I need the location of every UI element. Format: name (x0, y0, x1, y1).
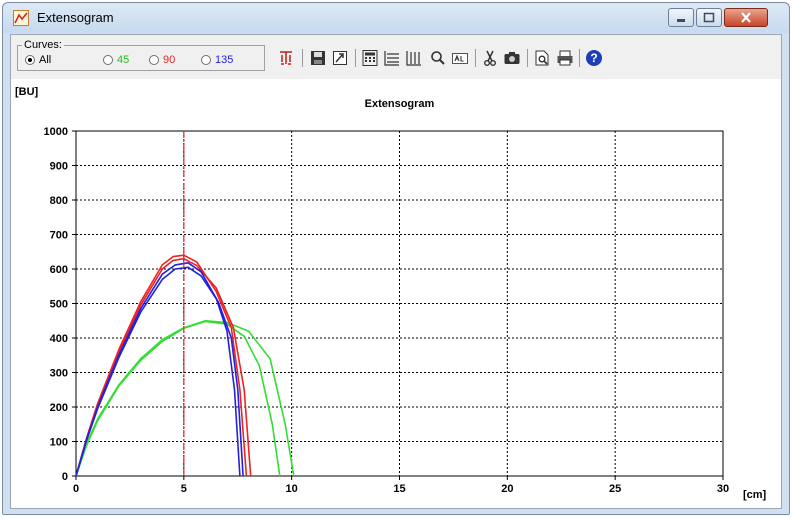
camera-button[interactable] (503, 49, 521, 67)
radio-90[interactable]: 90 (149, 54, 175, 66)
camera-icon (504, 52, 520, 64)
toolbar-separator (355, 49, 356, 67)
svg-text:?: ? (590, 51, 597, 65)
y-axis-label: [BU] (15, 86, 39, 98)
y-tick-label: 400 (50, 333, 68, 345)
help-icon: ? (586, 50, 602, 66)
radio-all-label: All (39, 54, 52, 66)
y-tick-label: 800 (50, 195, 68, 207)
radio-135-label: 135 (215, 54, 234, 66)
close-button[interactable] (724, 8, 768, 27)
filter-icon (280, 51, 292, 65)
zoom-icon (431, 51, 445, 65)
radio-90-indicator (149, 55, 159, 65)
x-tick-label: 15 (393, 483, 405, 495)
y-tick-label: 100 (50, 437, 68, 449)
curves-group-label: Curves: (22, 39, 64, 51)
y-tick-label: 300 (50, 368, 68, 380)
chart-canvas: 0 5 10 15 20 25 300100200300400500600700800900… (15, 86, 767, 501)
export-icon (333, 51, 347, 65)
calculator-icon (362, 50, 378, 66)
maximize-icon (703, 12, 715, 23)
y-tick-label: 0 (62, 471, 68, 483)
curve-90 (75, 254, 248, 477)
print-icon (557, 50, 573, 66)
toolbar-separator (579, 49, 580, 67)
toolbar-separator (302, 49, 303, 67)
x-tick-label: 25 (609, 483, 621, 495)
x-tick-label: 30 (717, 483, 729, 495)
y-tick-label: 900 (50, 161, 68, 173)
y-tick-label: 200 (50, 402, 68, 414)
help-button[interactable]: ? (585, 49, 603, 67)
print-button[interactable] (556, 49, 574, 67)
minimize-button[interactable] (668, 8, 694, 27)
radio-45-label: 45 (117, 54, 130, 66)
close-icon (741, 12, 751, 23)
horizontal-grid-button[interactable] (383, 49, 401, 67)
x-tick-label: 0 (73, 483, 79, 495)
vertical-grid-button[interactable] (405, 49, 423, 67)
y-tick-label: 500 (50, 299, 68, 311)
zoom-button[interactable] (429, 49, 447, 67)
radio-135-indicator (201, 55, 211, 65)
maximize-button[interactable] (696, 8, 722, 27)
toolbar: Curves: All 45 90 135 (11, 35, 781, 79)
radio-45-indicator (103, 55, 113, 65)
toolbar-separator (475, 49, 476, 67)
app-chart-icon (13, 10, 29, 26)
x-tick-label: 5 (181, 483, 187, 495)
window-title: Extensogram (37, 10, 114, 25)
x-axis-label: [cm] (743, 489, 767, 501)
title-bar[interactable]: Extensogram (3, 3, 789, 33)
text-button[interactable] (451, 49, 469, 67)
cut-icon (484, 50, 496, 66)
save-icon (311, 51, 325, 65)
export-button[interactable] (331, 49, 349, 67)
cut-button[interactable] (481, 49, 499, 67)
print-preview-button[interactable] (533, 49, 551, 67)
y-tick-label: 700 (50, 230, 68, 242)
calculator-button[interactable] (361, 49, 379, 67)
vertical-grid-icon (406, 51, 421, 66)
radio-all-indicator (25, 55, 35, 65)
curves-group: Curves: (17, 39, 265, 71)
save-button[interactable] (309, 49, 327, 67)
y-tick-label: 1000 (44, 126, 68, 138)
x-tick-label: 10 (286, 483, 298, 495)
x-tick-label: 20 (501, 483, 513, 495)
filter-button[interactable] (277, 49, 295, 67)
radio-90-label: 90 (163, 54, 176, 66)
y-tick-label: 600 (50, 264, 68, 276)
horizontal-grid-icon (384, 51, 399, 66)
radio-135[interactable]: 135 (201, 54, 233, 66)
extensogram-chart: 0 5 10 15 20 25 30 0 100 200 300 400 500 600 700 800 900… (11, 79, 781, 508)
client-area: Curves: All 45 90 135 (10, 34, 782, 509)
chart-title: Extensogram (365, 98, 435, 110)
toolbar-separator (527, 49, 528, 67)
text-icon (452, 53, 468, 64)
radio-45[interactable]: 45 (103, 54, 129, 66)
minimize-icon (677, 19, 685, 22)
radio-all[interactable]: All (25, 54, 51, 66)
curve-135 (75, 262, 241, 477)
print-preview-icon (535, 50, 549, 66)
